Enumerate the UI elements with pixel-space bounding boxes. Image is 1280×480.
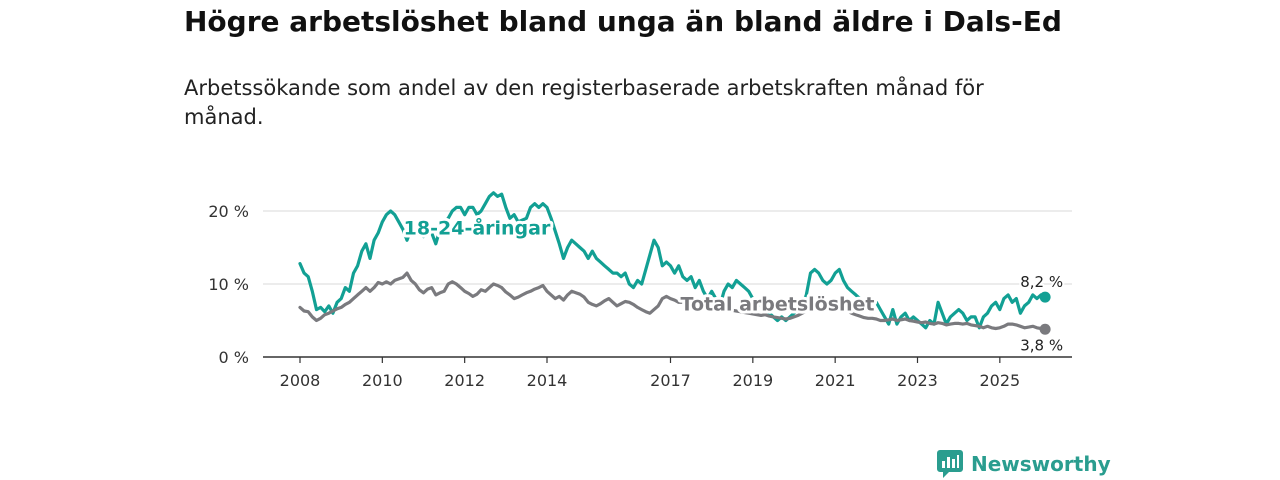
y-tick-label: 0 % <box>219 348 249 367</box>
series-label: 18-24-åringar <box>404 215 551 239</box>
series-end-label: 8,2 % <box>1020 273 1063 291</box>
series-end-marker <box>1039 323 1051 335</box>
x-tick-label: 2021 <box>815 371 856 390</box>
y-tick-label: 10 % <box>208 275 249 294</box>
x-tick-label: 2025 <box>979 371 1020 390</box>
newsworthy-logo-icon <box>937 450 963 478</box>
x-tick-label: 2017 <box>650 371 691 390</box>
x-tick-label: 2023 <box>897 371 938 390</box>
x-tick-label: 2010 <box>362 371 403 390</box>
x-tick-label: 2008 <box>280 371 321 390</box>
brand-name: Newsworthy <box>971 452 1111 476</box>
series-line <box>298 191 1047 330</box>
x-tick-label: 2014 <box>527 371 568 390</box>
series-end-label: 3,8 % <box>1020 336 1063 354</box>
chart-title: Högre arbetslöshet bland unga än bland ä… <box>184 5 1062 38</box>
series-label: Total arbetslöshet <box>681 293 875 315</box>
series-line <box>298 271 1047 331</box>
newsworthy-brand[interactable]: Newsworthy <box>937 450 1111 478</box>
y-tick-label: 20 % <box>208 202 249 221</box>
x-tick-label: 2012 <box>444 371 485 390</box>
x-tick-label: 2019 <box>732 371 773 390</box>
series-end-marker <box>1039 291 1051 303</box>
chart-subtitle: Arbetssökande som andel av den registerb… <box>184 76 984 129</box>
